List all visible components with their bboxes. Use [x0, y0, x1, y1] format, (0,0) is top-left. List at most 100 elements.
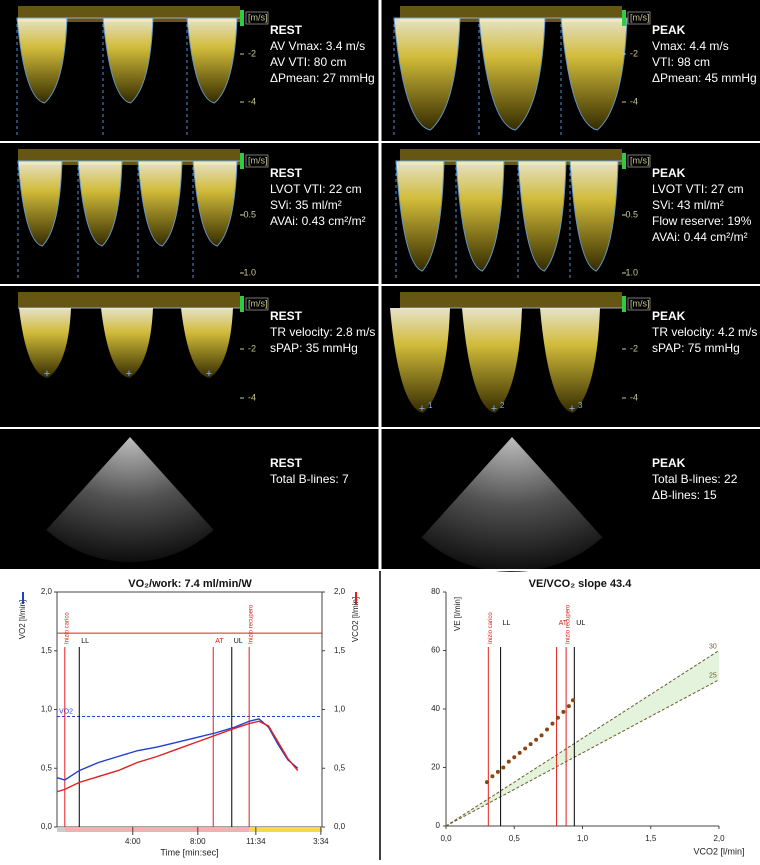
unit-box	[245, 154, 269, 168]
x-tick-label: 0,0	[440, 834, 452, 843]
doppler-envelope	[560, 17, 628, 131]
scale-label: -2	[630, 48, 638, 58]
doppler-envelope	[395, 160, 445, 272]
x-tick-label: 4:00	[125, 837, 141, 846]
scatter-point	[561, 709, 566, 714]
tr-marker: +	[491, 403, 497, 415]
y2-tick-label: 2,0	[334, 587, 346, 596]
scatter-point	[523, 746, 528, 751]
event-label: LL	[81, 638, 89, 645]
doppler-band	[400, 292, 622, 308]
panel-measure: Total B-lines: 22	[652, 472, 738, 486]
scale-bar	[240, 153, 244, 169]
panel-title: REST	[270, 166, 303, 180]
x-tick-label: 1,0	[577, 834, 589, 843]
doppler-envelope	[77, 160, 123, 247]
panel-measure: ΔB-lines: 15	[652, 488, 717, 502]
doppler-envelope	[462, 308, 522, 413]
scatter-point	[545, 727, 550, 732]
panel-title: PEAK	[652, 309, 686, 323]
panel-measure: TR velocity: 2.8 m/s	[270, 325, 375, 339]
tr-marker: +	[44, 368, 50, 380]
scale-label: -2	[630, 343, 638, 353]
x-tick-label: 0,5	[509, 834, 521, 843]
doppler-envelope	[517, 160, 567, 272]
tr-marker: +	[569, 403, 575, 415]
scale-label: -4	[630, 96, 638, 106]
scale-unit: [m/s]	[630, 155, 650, 165]
reference-label: VO2	[59, 708, 73, 715]
scatter-point	[566, 704, 571, 709]
scale-label: -2	[248, 48, 256, 58]
y-tick-label: 1,5	[41, 646, 53, 655]
panel-measure: SVi: 43 ml/m²	[652, 198, 724, 212]
panel-measure: AV Vmax: 3.4 m/s	[270, 39, 365, 53]
scale-label: -4	[630, 392, 638, 402]
scatter-point	[534, 737, 539, 742]
panel-measure: LVOT VTI: 22 cm	[270, 182, 362, 196]
event-label: AT	[215, 638, 224, 645]
y2-tick-label: 1,5	[334, 646, 346, 655]
chart-title: VO₂/work: 7.4 ml/min/W	[128, 578, 252, 590]
unit-box	[245, 297, 269, 311]
panel-measure: VTI: 98 cm	[652, 55, 710, 69]
panel-measure: SVi: 35 ml/m²	[270, 198, 342, 212]
unit-box	[627, 11, 651, 25]
panel-measure: AV VTI: 80 cm	[270, 55, 346, 69]
plot-frame	[56, 591, 323, 828]
doppler-envelope	[569, 160, 619, 272]
y-tick-label: 20	[431, 763, 440, 772]
panel-measure: AVAi: 0.43 cm²/m²	[270, 214, 366, 228]
unit-box	[245, 11, 269, 25]
panel-title: REST	[270, 23, 303, 37]
y-tick-label: 2,0	[41, 587, 53, 596]
panel-measure: Flow reserve: 19%	[652, 214, 752, 228]
scale-unit: [m/s]	[630, 298, 650, 308]
tr-marker-label: 2	[500, 401, 505, 410]
phase-rest	[57, 827, 65, 832]
x-axis-label: Time [min:sec]	[160, 847, 218, 857]
doppler-envelope	[540, 308, 600, 413]
reference-line	[445, 650, 720, 827]
y-tick-label: 0,0	[41, 822, 53, 831]
doppler-envelope	[186, 17, 238, 104]
y2-axis-label: VCO2 [l/min]	[351, 597, 360, 642]
panel-measure: LVOT VTI: 27 cm	[652, 182, 744, 196]
scatter-point	[528, 742, 533, 747]
unit-box	[627, 297, 651, 311]
panel-title: REST	[270, 309, 303, 323]
scale-unit: [m/s]	[630, 12, 650, 22]
scatter-point	[512, 755, 517, 760]
x-tick-label: 3:34	[313, 837, 329, 846]
event-label: UL	[234, 638, 243, 645]
event-label: AT	[559, 620, 568, 627]
panel-title: REST	[270, 456, 303, 470]
doppler-envelope	[478, 17, 546, 131]
series-line	[56, 718, 299, 781]
series-line	[56, 720, 299, 793]
tr-marker-label: 1	[428, 401, 433, 410]
panel-measure: AVAi: 0.44 cm²/m²	[652, 230, 748, 244]
y-tick-label: 0,5	[41, 763, 53, 772]
panel-measure: Total B-lines: 7	[270, 472, 349, 486]
y-axis-label: VE [l/min]	[453, 597, 462, 631]
scale-label: -1.0	[240, 267, 256, 277]
panel-measure: sPAP: 75 mmHg	[652, 341, 740, 355]
reference-label: 25	[709, 673, 717, 680]
doppler-envelope	[390, 308, 450, 413]
y2-tick-label: 0,5	[334, 763, 346, 772]
panel-title: PEAK	[652, 166, 686, 180]
phase-exercise	[64, 827, 250, 832]
doppler-envelope	[17, 160, 63, 247]
ultrasound-fan	[46, 437, 214, 563]
phase-recovery	[249, 827, 322, 832]
doppler-envelope	[101, 308, 153, 378]
scale-label: -4	[248, 96, 256, 106]
reference-line	[445, 679, 720, 827]
scale-bar	[622, 10, 626, 26]
x-tick-label: 8:00	[190, 837, 206, 846]
x-tick-label: 2,0	[713, 834, 725, 843]
doppler-envelope	[181, 308, 233, 378]
doppler-envelope	[455, 160, 505, 272]
scatter-point	[495, 769, 500, 774]
